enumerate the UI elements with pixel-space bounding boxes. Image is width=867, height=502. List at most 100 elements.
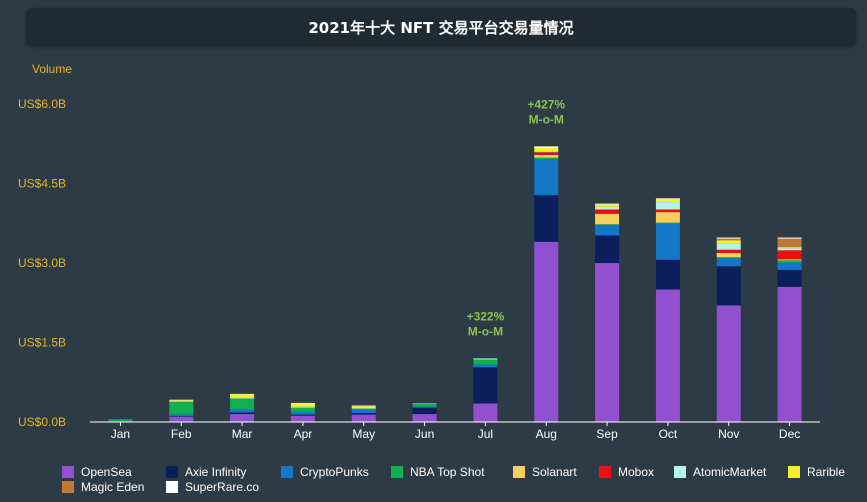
- bar-segment: [655, 222, 680, 224]
- x-tick-label: May: [352, 427, 375, 441]
- bar-segment: [169, 416, 194, 417]
- legend-item: Mobox: [599, 465, 674, 479]
- bar-segment: [595, 213, 620, 225]
- legend-swatch: [281, 466, 293, 478]
- legend-item: Magic Eden: [62, 480, 166, 494]
- bar-segment: [230, 394, 255, 399]
- legend-item: OpenSea: [62, 465, 166, 479]
- bar-segment: [595, 224, 620, 225]
- bar-segment: [351, 412, 376, 415]
- x-tick-label: Feb: [171, 427, 192, 441]
- legend-swatch: [391, 466, 403, 478]
- bar-segment: [169, 416, 194, 422]
- bar-segment: [716, 240, 741, 244]
- bar-segment: [595, 203, 620, 205]
- bar-segment: [716, 266, 741, 306]
- bar-segment: [351, 406, 376, 409]
- annotation-label: M-o-M: [468, 324, 503, 338]
- x-tick-label: Oct: [659, 427, 678, 441]
- bar-segment: [595, 204, 620, 207]
- legend-swatch: [62, 466, 74, 478]
- x-tick-label: Mar: [232, 427, 253, 441]
- bar-segment: [716, 305, 741, 422]
- bar-segment: [595, 263, 620, 422]
- legend-swatch: [513, 466, 525, 478]
- y-axis-label: Volume: [32, 62, 72, 76]
- legend-label: Magic Eden: [81, 480, 145, 494]
- legend-label: OpenSea: [81, 465, 132, 479]
- bar-segment: [412, 406, 437, 408]
- annotation-label: +427%: [527, 97, 565, 111]
- bar-segment: [351, 409, 376, 413]
- bar-segment: [534, 157, 559, 160]
- bar-segment: [777, 262, 802, 270]
- bar-segment: [169, 401, 194, 402]
- bar-segment: [595, 209, 620, 214]
- bar-segment: [351, 408, 376, 410]
- bar-segment: [290, 414, 315, 416]
- bar-segment: [412, 414, 437, 422]
- legend-item: Axie Infinity: [166, 465, 281, 479]
- bar-segment: [169, 414, 194, 417]
- chart-title: 2021年十大 NFT 交易平台交易量情况: [26, 8, 856, 46]
- bar-segment: [655, 209, 680, 213]
- bar-segment: [169, 399, 194, 401]
- bar-segment: [655, 223, 680, 260]
- x-tick-label: Sep: [596, 427, 618, 441]
- bar-segment: [534, 159, 559, 196]
- legend-label: NBA Top Shot: [410, 465, 485, 479]
- bar-segment: [777, 260, 802, 263]
- bar-segment: [290, 407, 315, 412]
- legend-label: Solanart: [532, 465, 577, 479]
- bar-segment: [655, 198, 680, 200]
- bar-segment: [290, 411, 315, 415]
- legend-item: Solanart: [513, 465, 599, 479]
- bar-segment: [777, 286, 802, 422]
- bar-segment: [412, 407, 437, 415]
- bar-segment: [716, 252, 741, 258]
- bar-segment: [716, 243, 741, 250]
- bar-segment: [716, 257, 741, 259]
- bar-segment: [716, 249, 741, 253]
- y-tick-label: US$6.0B: [18, 97, 66, 111]
- legend-label: Axie Infinity: [185, 465, 247, 479]
- legend-swatch: [62, 481, 74, 493]
- bar-segment: [534, 151, 559, 153]
- bar-segment: [169, 401, 194, 415]
- bar-segment: [473, 358, 498, 360]
- bar-segment: [716, 238, 741, 241]
- bar-segment: [534, 154, 559, 158]
- legend-label: SuperRare.co: [185, 480, 260, 494]
- legend-item: NBA Top Shot: [391, 465, 513, 479]
- bar-segment: [655, 199, 680, 203]
- bar-segment: [655, 289, 680, 422]
- bar-segment: [230, 398, 255, 410]
- y-tick-label: US$4.5B: [18, 177, 66, 191]
- bar-segment: [230, 414, 255, 422]
- bar-segment: [351, 405, 376, 407]
- bar-segment: [108, 419, 133, 421]
- bar-segment: [230, 398, 255, 399]
- bar-segment: [290, 415, 315, 422]
- bar-segment: [230, 409, 255, 413]
- legend-item: AtomicMarket: [674, 465, 788, 479]
- bar-segment: [473, 403, 498, 422]
- bar-segment: [777, 250, 802, 260]
- bar-segment: [473, 359, 498, 365]
- bar-segment: [534, 195, 559, 242]
- bar-segment: [108, 420, 133, 422]
- x-tick-label: Jun: [415, 427, 434, 441]
- bar-segment: [230, 412, 255, 415]
- x-tick-label: Nov: [718, 427, 739, 441]
- annotation-label: M-o-M: [529, 112, 564, 126]
- bar-segment: [534, 146, 559, 148]
- legend-swatch: [599, 466, 611, 478]
- bar-segment: [169, 400, 194, 402]
- y-tick-label: US$3.0B: [18, 256, 66, 270]
- y-axis-ticks: US$0.0B US$1.5B US$3.0B US$4.5B US$6.0B: [18, 97, 66, 429]
- bar-segment: [473, 367, 498, 404]
- legend-swatch: [166, 466, 178, 478]
- bar-segment: [473, 364, 498, 368]
- bar-segment: [351, 414, 376, 422]
- bar-segment: [412, 403, 437, 407]
